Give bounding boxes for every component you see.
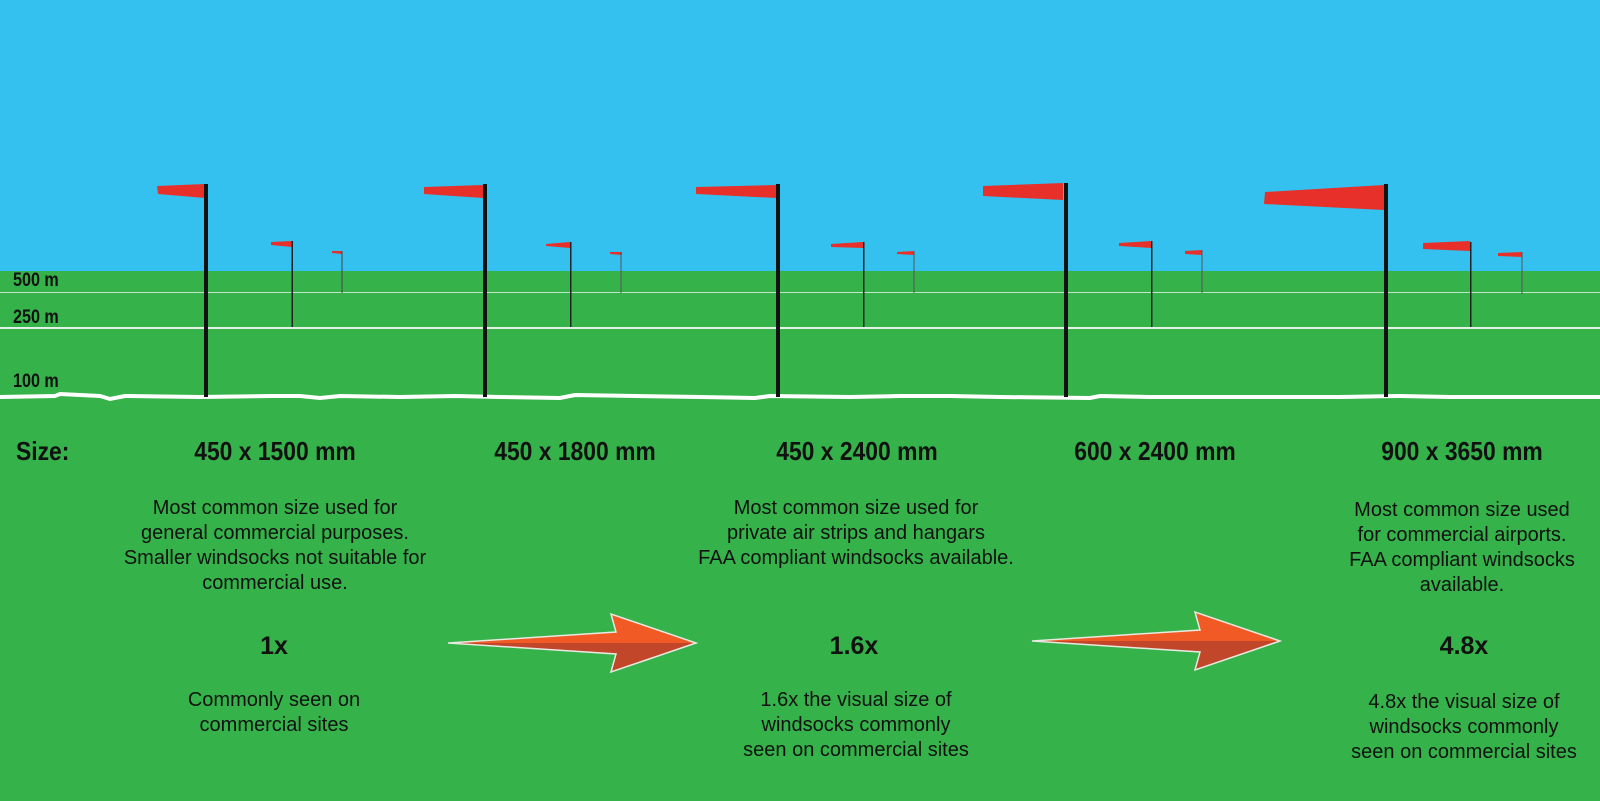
description-3: Most common size used for private air st… xyxy=(698,497,1014,569)
windsock-450x2400-near xyxy=(696,184,780,397)
size-label-3: 450 x 2400 mm xyxy=(776,436,938,466)
windsock-450x1800-far xyxy=(610,252,622,293)
right-arrow-icon xyxy=(1031,610,1282,672)
note-1x: Commonly seen on commercial sites xyxy=(187,689,361,736)
right-arrow-icon xyxy=(447,612,698,674)
multiplier-1.6x: 1.6x xyxy=(829,632,879,660)
size-label-2: 450 x 1800 mm xyxy=(494,436,656,466)
size-label-4: 600 x 2400 mm xyxy=(1074,436,1236,466)
windsock-450x1500-near xyxy=(157,184,208,397)
size-label-1: 450 x 1500 mm xyxy=(194,436,356,466)
sky-background xyxy=(0,0,1600,271)
windsock-600x2400-near xyxy=(983,183,1068,397)
description-1: Most common size used for general commer… xyxy=(123,497,427,594)
windsock-900x3650-far xyxy=(1498,252,1523,294)
grass-field xyxy=(0,271,1600,801)
windsock-450x2400-far xyxy=(897,251,915,293)
multiplier-4.8x: 4.8x xyxy=(1439,632,1489,660)
distance-line-250m xyxy=(0,327,1600,329)
distance-label-500m: 500 m xyxy=(13,270,59,291)
windsock-600x2400-mid xyxy=(1119,241,1153,327)
multiplier-1x: 1x xyxy=(260,632,288,660)
distance-label-100m: 100 m xyxy=(13,371,59,392)
description-5: Most common size used for commercial air… xyxy=(1349,499,1575,596)
windsock-450x1500-mid xyxy=(271,241,293,327)
windsock-450x1800-mid xyxy=(546,242,572,327)
windsock-900x3650-mid xyxy=(1423,241,1472,327)
note-1.6x: 1.6x the visual size of windsocks common… xyxy=(743,689,969,761)
distance-line-500m xyxy=(0,292,1600,293)
size-label-5: 900 x 3650 mm xyxy=(1381,436,1543,466)
windsock-450x1500-far xyxy=(332,251,343,293)
note-4.8x: 4.8x the visual size of windsocks common… xyxy=(1351,691,1577,763)
windsock-600x2400-far xyxy=(1185,250,1203,293)
windsock-450x2400-mid xyxy=(831,242,865,327)
size-prefix-label: Size: xyxy=(16,436,70,466)
windsock-450x1800-near xyxy=(424,184,487,397)
windsock-900x3650-near xyxy=(1264,184,1388,397)
distance-label-250m: 250 m xyxy=(13,307,59,328)
